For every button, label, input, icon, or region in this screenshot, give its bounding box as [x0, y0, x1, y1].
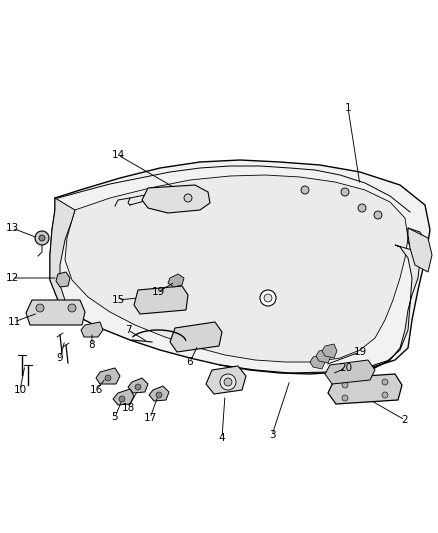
Circle shape: [105, 375, 111, 381]
Polygon shape: [142, 185, 210, 213]
Circle shape: [341, 188, 349, 196]
Text: 16: 16: [89, 385, 102, 395]
Text: 17: 17: [143, 413, 157, 423]
Circle shape: [36, 304, 44, 312]
Text: 19: 19: [353, 347, 367, 357]
Text: 15: 15: [111, 295, 125, 305]
Circle shape: [264, 294, 272, 302]
Text: 19: 19: [152, 287, 165, 297]
Text: 8: 8: [88, 340, 95, 350]
Text: 10: 10: [14, 385, 27, 395]
Polygon shape: [65, 175, 408, 362]
Circle shape: [224, 378, 232, 386]
Circle shape: [35, 231, 49, 245]
Polygon shape: [360, 245, 420, 373]
Circle shape: [156, 392, 162, 398]
Circle shape: [342, 382, 348, 388]
Polygon shape: [310, 355, 325, 369]
Polygon shape: [56, 272, 70, 287]
Polygon shape: [328, 374, 402, 404]
Text: 12: 12: [5, 273, 19, 283]
Text: 4: 4: [219, 433, 225, 443]
Text: 14: 14: [111, 150, 125, 160]
Polygon shape: [325, 360, 375, 384]
Circle shape: [374, 211, 382, 219]
Text: 18: 18: [121, 403, 134, 413]
Circle shape: [382, 379, 388, 385]
Text: 20: 20: [339, 363, 353, 373]
Polygon shape: [96, 368, 120, 384]
Circle shape: [260, 290, 276, 306]
Polygon shape: [316, 349, 331, 363]
Polygon shape: [50, 198, 75, 310]
Circle shape: [119, 396, 125, 402]
Circle shape: [342, 395, 348, 401]
Polygon shape: [134, 286, 188, 314]
Circle shape: [220, 374, 236, 390]
Text: 11: 11: [7, 317, 21, 327]
Circle shape: [358, 204, 366, 212]
Text: 2: 2: [402, 415, 408, 425]
Polygon shape: [206, 366, 246, 394]
Text: 7: 7: [125, 325, 131, 335]
Circle shape: [68, 304, 76, 312]
Text: 3: 3: [268, 430, 276, 440]
Polygon shape: [408, 228, 428, 260]
Circle shape: [184, 194, 192, 202]
Polygon shape: [81, 322, 103, 337]
Polygon shape: [322, 344, 337, 358]
Text: 1: 1: [345, 103, 351, 113]
Polygon shape: [128, 378, 148, 393]
Circle shape: [39, 235, 45, 241]
Text: 5: 5: [112, 412, 118, 422]
Text: 13: 13: [5, 223, 19, 233]
Polygon shape: [50, 160, 430, 374]
Polygon shape: [168, 274, 184, 287]
Polygon shape: [113, 389, 134, 405]
Circle shape: [382, 392, 388, 398]
Circle shape: [135, 384, 141, 390]
Text: 9: 9: [57, 353, 64, 363]
Circle shape: [191, 191, 199, 199]
Polygon shape: [170, 322, 222, 352]
Polygon shape: [408, 228, 432, 272]
Circle shape: [151, 196, 159, 204]
Text: 6: 6: [187, 357, 193, 367]
Polygon shape: [149, 386, 169, 401]
Circle shape: [301, 186, 309, 194]
Polygon shape: [26, 300, 85, 325]
